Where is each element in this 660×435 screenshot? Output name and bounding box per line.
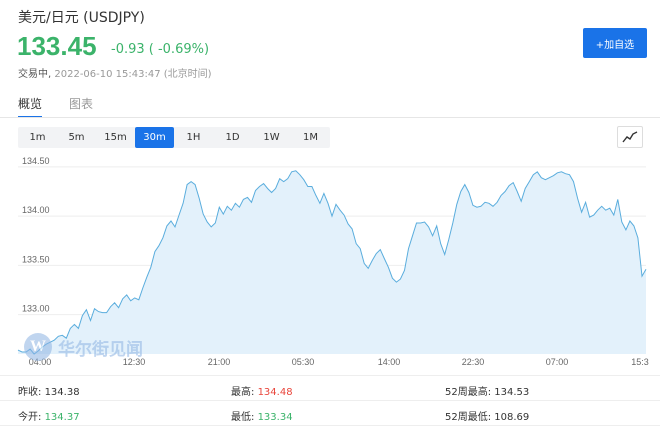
stat-52w-low-label: 52周最低: [445, 412, 492, 423]
x-tick-label: 04:00 [29, 357, 52, 367]
period-30m[interactable]: 30m [135, 127, 174, 148]
tab-chart[interactable]: 图表 [69, 97, 94, 111]
view-tabs: 概览 图表 [18, 95, 120, 118]
stat-open-label: 今开: [18, 412, 42, 423]
x-tick-label: 07:00 [546, 357, 569, 367]
x-tick-label: 22:30 [462, 357, 485, 367]
stat-prev-close: 昨收: 134.38 [18, 383, 80, 398]
stat-high-label: 最高: [231, 387, 255, 398]
y-tick-label: 134.00 [22, 205, 50, 215]
period-15m[interactable]: 15m [104, 132, 127, 143]
quote-timestamp: 2022-06-10 15:43:47 (北京时间) [54, 69, 212, 80]
y-tick-label: 133.50 [22, 254, 50, 264]
trading-state: 交易中, [18, 69, 52, 80]
x-tick-label: 12:30 [123, 357, 146, 367]
period-selector: 1m 5m 15m 30m 1H 1D 1W 1M [18, 127, 330, 148]
tabs-divider [0, 117, 660, 118]
period-1d[interactable]: 1D [225, 132, 240, 143]
stat-52w-low-value: 108.69 [494, 412, 530, 423]
y-tick-label: 134.50 [22, 157, 50, 166]
price-chart: 134.50 134.00 133.50 133.00 04:00 12:30 21:00… [0, 156, 660, 376]
chart-type-toggle[interactable] [617, 126, 643, 148]
stat-low-value: 133.34 [257, 412, 293, 423]
x-tick-label: 15:3 [631, 357, 649, 367]
stat-open-value: 134.37 [44, 412, 80, 423]
stat-52w-high: 52周最高: 134.53 [445, 383, 529, 398]
stats-divider-mid [0, 400, 660, 401]
stat-high: 最高: 134.48 [231, 383, 293, 398]
stat-52w-high-value: 134.53 [494, 387, 530, 398]
stat-prev-close-value: 134.38 [44, 387, 80, 398]
watermark-text: 华尔街见闻 [58, 339, 143, 360]
price-chart-svg: 134.50 134.00 133.50 133.00 04:00 12:30 21:00… [17, 156, 649, 367]
watermark: W 华尔街见闻 [24, 333, 143, 361]
current-price: 133.45 [17, 31, 97, 61]
period-1m[interactable]: 1m [29, 132, 46, 143]
trading-status: 交易中, 2022-06-10 15:43:47 (北京时间) [18, 65, 212, 80]
y-tick-label: 133.00 [22, 304, 50, 314]
instrument-title: 美元/日元 (USDJPY) [18, 10, 145, 26]
stat-high-value: 134.48 [257, 387, 293, 398]
stats-divider-top [0, 375, 660, 376]
stat-low: 最低: 133.34 [231, 408, 293, 423]
x-tick-label: 21:00 [208, 357, 231, 367]
stat-prev-close-label: 昨收: [18, 387, 42, 398]
stat-low-label: 最低: [231, 412, 255, 423]
period-1w[interactable]: 1W [263, 132, 280, 143]
price-line [17, 170, 647, 355]
price-change: -0.93 ( -0.69%) [111, 42, 210, 57]
x-tick-label: 14:00 [378, 357, 401, 367]
price-area-fill [18, 170, 646, 354]
stats-divider-bottom [0, 425, 660, 426]
period-1h[interactable]: 1H [186, 132, 201, 143]
x-tick-label: 05:30 [292, 357, 315, 367]
line-chart-icon [622, 131, 638, 143]
stat-open: 今开: 134.37 [18, 408, 80, 423]
stat-52w-low: 52周最低: 108.69 [445, 408, 529, 423]
stat-52w-high-label: 52周最高: [445, 387, 492, 398]
watermark-logo: W [24, 333, 52, 361]
tab-overview[interactable]: 概览 [18, 95, 43, 118]
period-5m[interactable]: 5m [68, 132, 85, 143]
add-watchlist-button[interactable]: +加自选 [583, 28, 647, 58]
period-1mo[interactable]: 1M [303, 132, 318, 143]
